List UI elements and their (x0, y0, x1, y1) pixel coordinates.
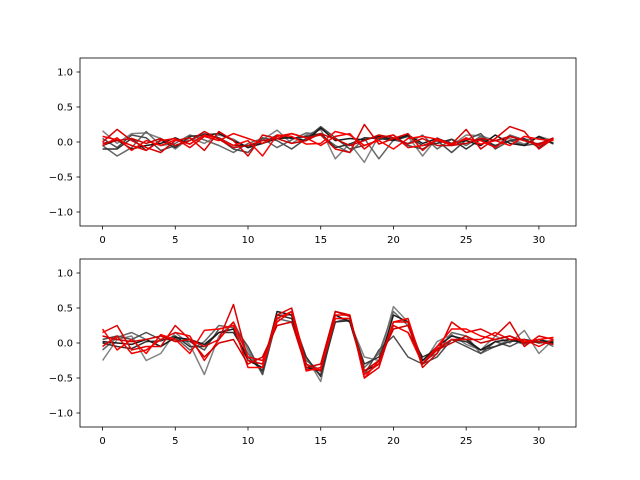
x-tick-label: 15 (314, 436, 327, 447)
y-tick-label: 0.0 (57, 339, 73, 350)
subplot-top: 0 5 10 15 20 25 30 −1.0 −0.5 0.0 0.5 1.0 (49, 57, 577, 246)
x-tick-label: 5 (172, 436, 178, 447)
x-tick-label: 20 (387, 235, 400, 246)
y-tick-label: 0.0 (57, 138, 73, 149)
y-tick-label: −1.0 (49, 208, 73, 219)
x-tick-label: 30 (533, 235, 546, 246)
y-tick-label: −0.5 (49, 374, 73, 385)
x-tick-label: 10 (242, 235, 255, 246)
x-tick-label: 30 (533, 436, 546, 447)
x-tick-label: 0 (99, 436, 105, 447)
subplot-bottom: 0 5 10 15 20 25 30 −1.0 −0.5 0.0 0.5 1.0 (49, 258, 577, 447)
y-tick-label: −0.5 (49, 173, 73, 184)
x-tick-label: 10 (242, 436, 255, 447)
y-tick-label: 1.0 (57, 269, 73, 280)
y-tick-label: 1.0 (57, 68, 73, 79)
series-line-0-8 (102, 130, 554, 149)
y-tick-label: 0.5 (57, 103, 73, 114)
series-line-0-0 (102, 128, 554, 164)
series-line-0-7 (102, 132, 554, 152)
x-tick-label: 0 (99, 235, 105, 246)
x-tick-label: 5 (172, 235, 178, 246)
x-tick-label: 20 (387, 436, 400, 447)
x-tick-label: 25 (460, 235, 473, 246)
y-tick-label: 0.5 (57, 304, 73, 315)
x-tick-label: 25 (460, 436, 473, 447)
y-tick-label: −1.0 (49, 409, 73, 420)
series-line-1-8 (102, 310, 554, 372)
series-line-1-7 (102, 310, 554, 376)
x-tick-label: 15 (314, 235, 327, 246)
